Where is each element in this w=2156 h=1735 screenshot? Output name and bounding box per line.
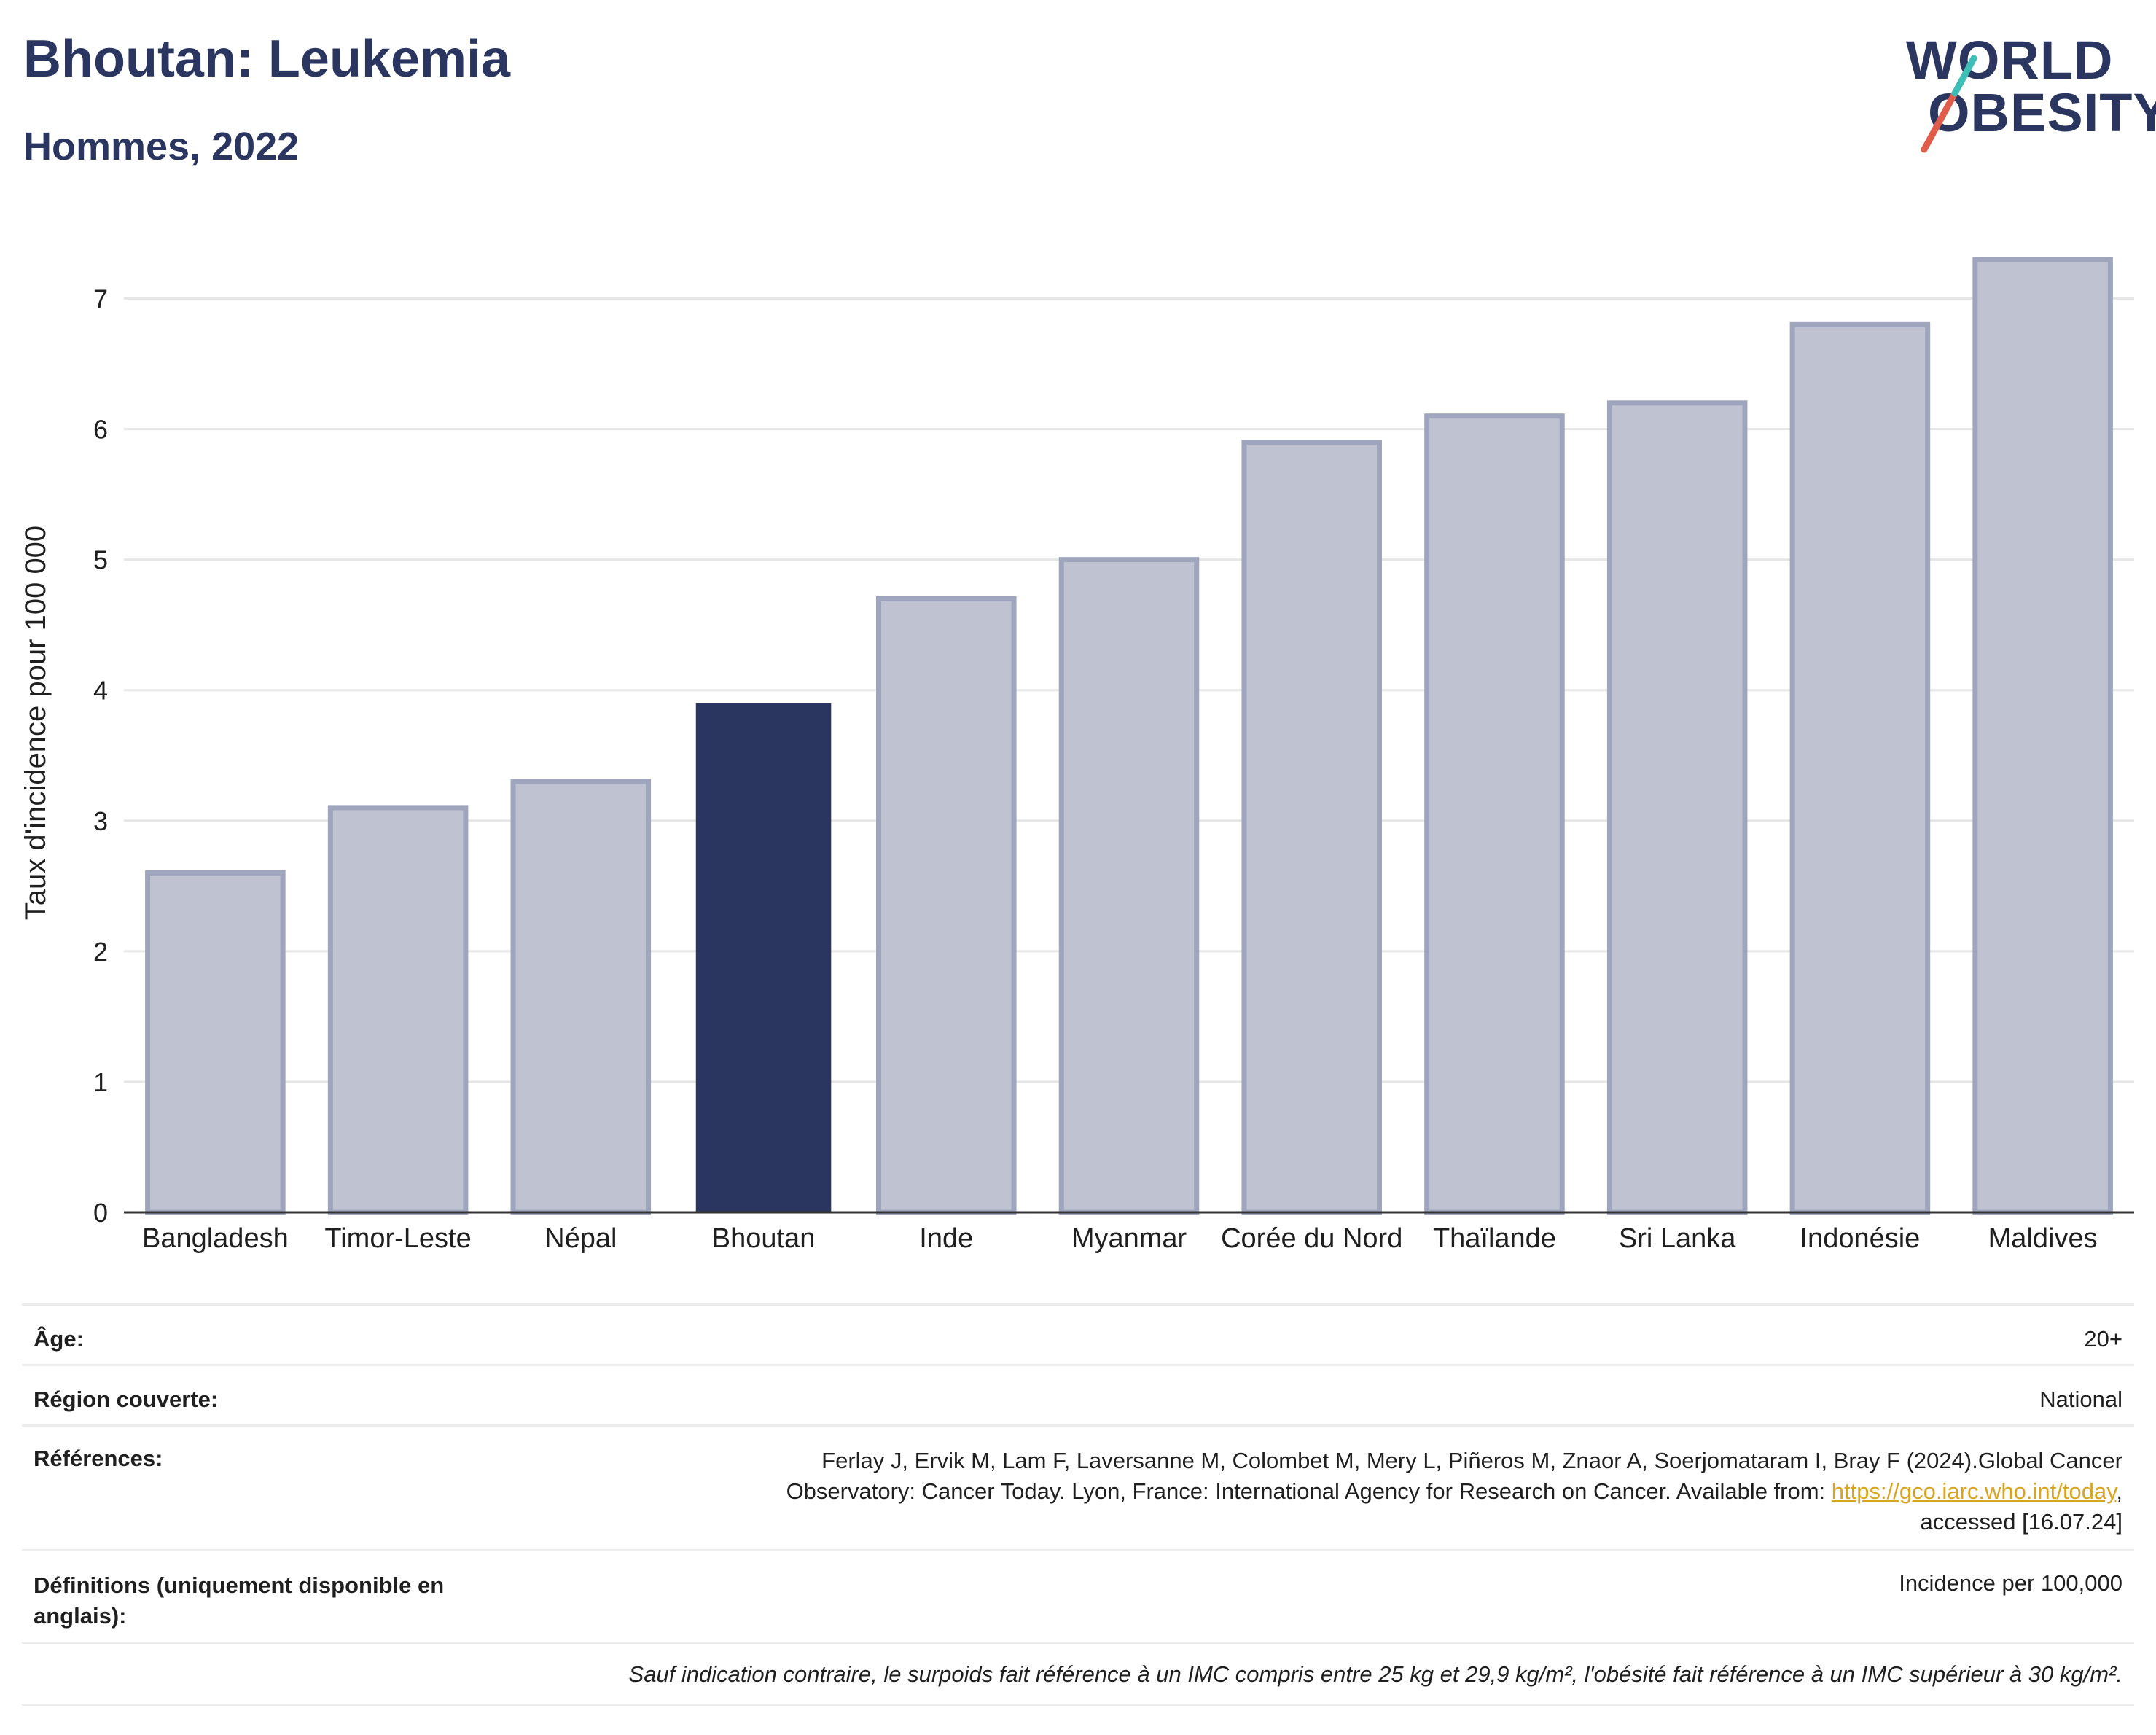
x-tick-label: Népal xyxy=(544,1223,617,1254)
x-tick-label: Timor-Leste xyxy=(324,1223,471,1254)
y-tick-label: 3 xyxy=(93,806,108,836)
references-line-2-text: Observatory: Cancer Today. Lyon, France:… xyxy=(786,1478,1832,1504)
info-row-age: Âge: 20+ xyxy=(22,1303,2134,1364)
y-axis-title: Taux d'incidence pour 100 000 xyxy=(20,526,52,920)
bar-bhoutan xyxy=(695,703,832,1212)
region-value: National xyxy=(2039,1387,2122,1412)
y-tick-label: 0 xyxy=(93,1198,108,1228)
x-tick-labels: Bangladesh Timor-Leste Népal Bhoutan Inde Mya… xyxy=(142,1223,2098,1254)
bar-tha-lande xyxy=(1424,413,1565,1215)
y-tick-label: 5 xyxy=(93,545,108,575)
x-tick-label: Thaïlande xyxy=(1433,1223,1556,1254)
logo-slash-icon xyxy=(1921,55,1977,153)
y-tick-label: 4 xyxy=(93,676,108,706)
chart-title: Bhoutan: Leukemia xyxy=(23,30,511,88)
definitions-value: Incidence per 100,000 xyxy=(1899,1570,2122,1596)
references-label: Références: xyxy=(34,1446,163,1471)
bar-maldives xyxy=(1972,257,2113,1215)
references-line-2: Observatory: Cancer Today. Lyon, France:… xyxy=(786,1476,2122,1507)
references-value: Ferlay J, Ervik M, Lam F, Laversanne M, … xyxy=(786,1446,2122,1537)
references-line-1: Ferlay J, Ervik M, Lam F, Laversanne M, … xyxy=(821,1448,2122,1473)
x-tick-label: Bangladesh xyxy=(142,1223,289,1254)
info-row-references: Références: Ferlay J, Ervik M, Lam F, La… xyxy=(22,1424,2134,1549)
definitions-label-line-2: anglais): xyxy=(34,1603,127,1629)
age-value: 20+ xyxy=(2084,1326,2122,1352)
x-tick-label: Myanmar xyxy=(1071,1223,1187,1254)
definitions-label: Définitions (uniquement disponible en an… xyxy=(34,1570,444,1631)
x-tick-label: Corée du Nord xyxy=(1221,1223,1402,1254)
bar-timor-leste xyxy=(327,805,469,1215)
logo-word-world: WORLD xyxy=(1906,30,2114,90)
references-line-3: accessed [16.07.24] xyxy=(1920,1509,2122,1535)
y-tick-label: 6 xyxy=(93,415,108,445)
bar-chart: 0 1 2 3 4 5 6 7 Bangladesh Timor-Leste Népal Bhout… xyxy=(20,257,2134,1254)
world-obesity-logo: WORLD OBESITY xyxy=(1895,29,2156,160)
x-tick-label: Sri Lanka xyxy=(1619,1223,1736,1254)
chart-subtitle: Hommes, 2022 xyxy=(23,125,300,168)
y-tick-label: 2 xyxy=(93,937,108,967)
region-label: Région couverte: xyxy=(34,1387,219,1412)
age-label: Âge: xyxy=(34,1326,84,1352)
bar-cor-e-du-nord xyxy=(1241,440,1382,1215)
x-tick-label: Inde xyxy=(919,1223,973,1254)
bar-bangladesh xyxy=(145,870,286,1215)
bar-n-pal xyxy=(510,779,652,1215)
y-tick-label: 7 xyxy=(93,284,108,314)
references-line-2-end: , xyxy=(2116,1478,2122,1504)
bar-myanmar xyxy=(1058,557,1200,1215)
y-tick-labels: 0 1 2 3 4 5 6 7 xyxy=(93,284,108,1228)
references-link[interactable]: https://gco.iarc.who.int/today xyxy=(1831,1478,2117,1504)
bars xyxy=(145,257,2113,1215)
bar-indon-sie xyxy=(1789,321,1931,1215)
bar-inde xyxy=(876,596,1017,1215)
footnote: Sauf indication contraire, le surpoids f… xyxy=(628,1661,2122,1687)
bar-sri-lanka xyxy=(1606,400,1748,1215)
info-row-note: Sauf indication contraire, le surpoids f… xyxy=(22,1642,2134,1706)
y-tick-label: 1 xyxy=(93,1067,108,1097)
info-table: Âge: 20+ Région couverte: National Référ… xyxy=(22,1303,2134,1706)
definitions-label-line-1: Définitions (uniquement disponible en xyxy=(34,1572,445,1598)
info-row-definitions: Définitions (uniquement disponible en an… xyxy=(22,1549,2134,1642)
logo-word-obesity: OBESITY xyxy=(1928,82,2156,143)
info-row-region: Région couverte: National xyxy=(22,1364,2134,1424)
x-tick-label: Maldives xyxy=(1988,1223,2098,1254)
x-tick-label: Indonésie xyxy=(1800,1223,1921,1254)
x-tick-label: Bhoutan xyxy=(712,1223,816,1254)
